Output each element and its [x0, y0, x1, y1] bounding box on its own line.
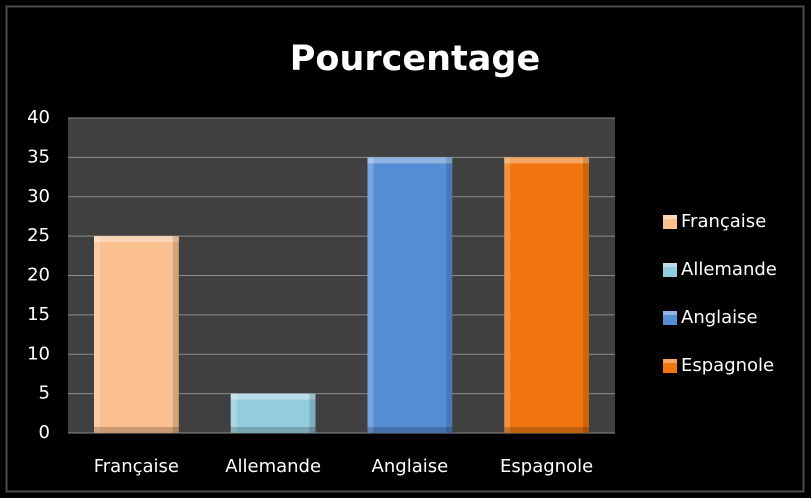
y-tick-label: 15 — [27, 304, 50, 325]
legend-label: Allemande — [681, 259, 777, 280]
legend-label: Anglaise — [681, 307, 758, 328]
y-tick-label: 10 — [27, 343, 50, 364]
bevel-highlight — [367, 157, 453, 164]
legend-swatch-shine — [663, 359, 677, 363]
chart-border — [5, 5, 805, 493]
x-tick-label: Allemande — [225, 456, 321, 477]
legend-swatch — [663, 359, 677, 373]
bevel-left — [93, 236, 100, 433]
x-tick-label: Française — [94, 456, 179, 477]
legend-swatch — [663, 311, 677, 325]
bevel-bottom — [504, 427, 590, 433]
bevel-highlight — [230, 393, 316, 400]
y-tick-label: 35 — [27, 146, 50, 167]
bar — [230, 393, 316, 433]
bevel-right — [172, 236, 179, 433]
legend-swatch-shine — [663, 263, 677, 267]
bevel-bottom — [93, 427, 179, 433]
x-tick-label: Espagnole — [500, 456, 593, 477]
bevel-left — [230, 393, 237, 433]
bar — [504, 157, 590, 433]
bar — [367, 157, 453, 433]
x-tick-label: Anglaise — [372, 456, 449, 477]
legend-swatch-shine — [663, 215, 677, 219]
bevel-left — [504, 157, 511, 433]
bevel-bottom — [230, 427, 316, 433]
y-tick-label: 40 — [27, 107, 50, 128]
chart-title: Pourcentage — [290, 39, 540, 79]
y-tick-label: 25 — [27, 225, 50, 246]
legend-swatch-shine — [663, 311, 677, 315]
y-tick-label: 5 — [39, 383, 50, 404]
bevel-left — [367, 157, 374, 433]
y-tick-label: 30 — [27, 186, 50, 207]
legend-swatch — [663, 263, 677, 277]
bevel-highlight — [504, 157, 590, 164]
bevel-bottom — [367, 427, 453, 433]
legend-label: Espagnole — [681, 355, 774, 376]
bevel-right — [583, 157, 590, 433]
legend-swatch — [663, 215, 677, 229]
bevel-right — [446, 157, 453, 433]
bevel-highlight — [93, 236, 179, 243]
y-tick-label: 0 — [39, 422, 50, 443]
legend-label: Française — [681, 211, 766, 232]
bevel-right — [309, 393, 316, 433]
y-tick-label: 20 — [27, 265, 50, 286]
bar — [93, 236, 179, 433]
